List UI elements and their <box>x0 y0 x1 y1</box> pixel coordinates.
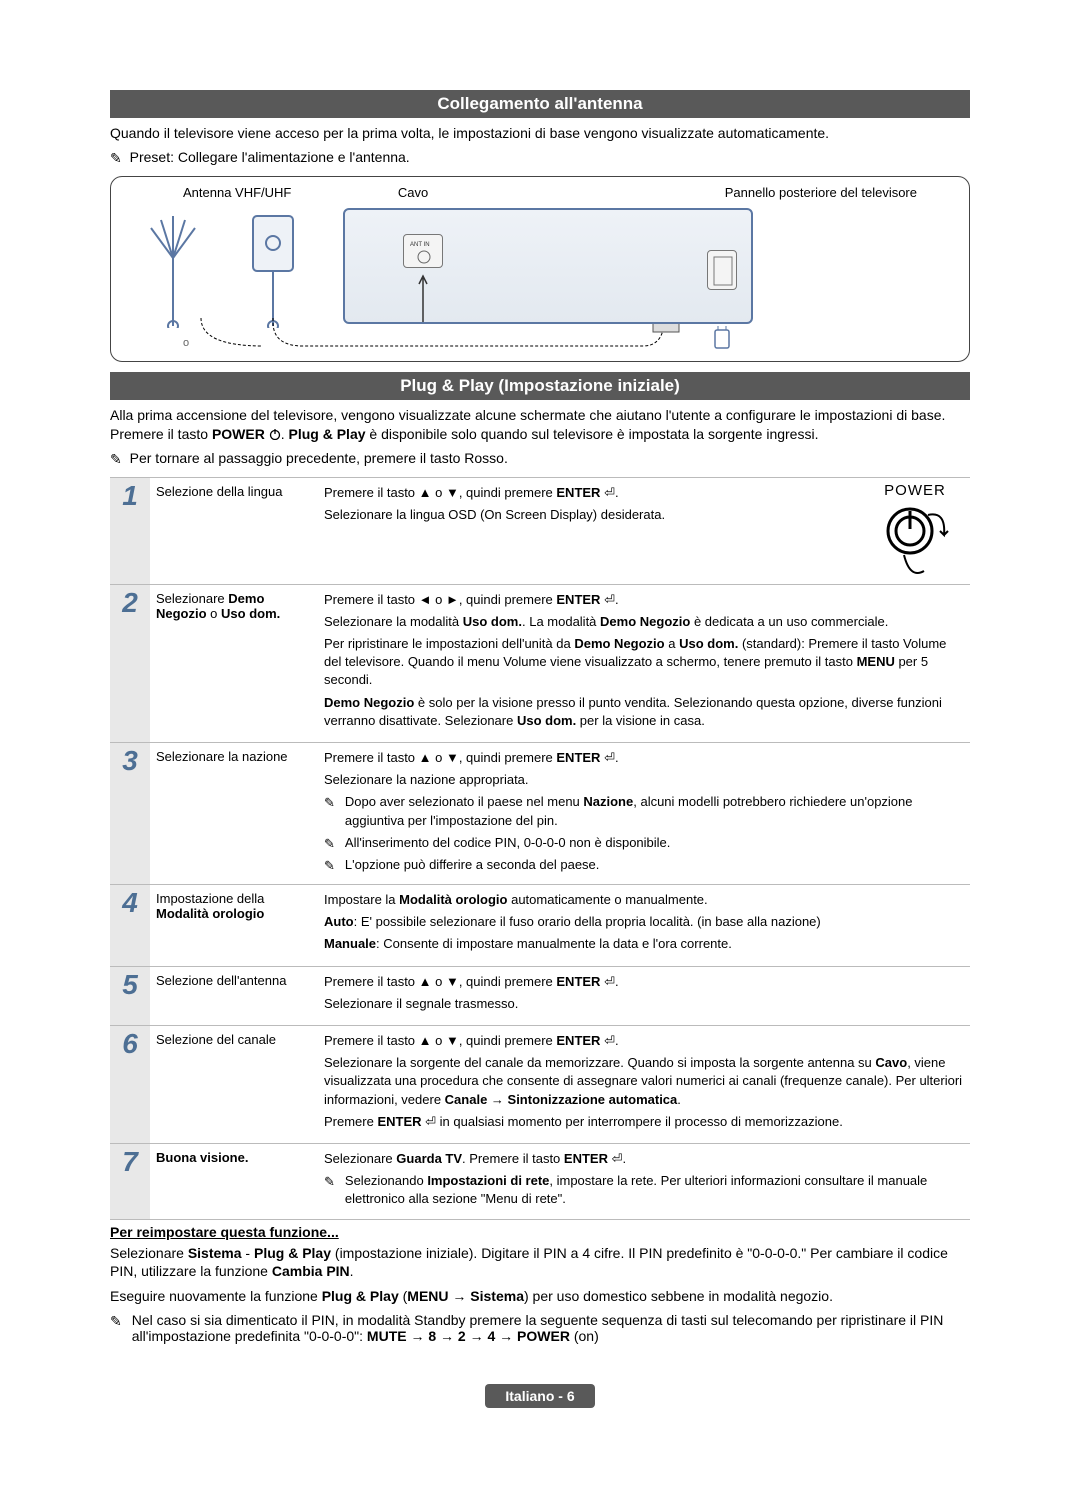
reset-note: ✎ Nel caso si sia dimenticato il PIN, in… <box>110 1312 970 1344</box>
tv-rear-panel: ANT IN <box>343 208 753 324</box>
step-line: Selezionare Guarda TV. Premere il tasto … <box>324 1150 966 1168</box>
note-icon: ✎ <box>324 835 335 853</box>
step-line: Selezionare la lingua OSD (On Screen Dis… <box>324 506 856 524</box>
back-note: ✎ Per tornare al passaggio precedente, p… <box>110 450 970 467</box>
step-line: Demo Negozio è solo per la visione press… <box>324 694 966 730</box>
step-title: Selezionare Demo Negozio o Uso dom. <box>150 585 320 742</box>
preset-note: ✎ Preset: Collegare l'alimentazione e l'… <box>110 149 970 166</box>
step-line: Premere il tasto ◄ o ►, quindi premere E… <box>324 591 966 609</box>
note-icon: ✎ <box>324 857 335 875</box>
label-tv-panel: Pannello posteriore del televisore <box>725 185 917 200</box>
note-icon: ✎ <box>324 794 335 830</box>
power-button-icon <box>880 501 950 581</box>
step-line: Premere il tasto ▲ o ▼, quindi premere E… <box>324 484 856 502</box>
step-line: Manuale: Consente di impostare manualmen… <box>324 935 966 953</box>
reset-heading: Per reimpostare questa funzione... <box>110 1224 970 1240</box>
step-title: Selezione del canale <box>150 1026 320 1143</box>
reset-p2: Eseguire nuovamente la funzione Plug & P… <box>110 1287 970 1306</box>
intro-text: Quando il televisore viene acceso per la… <box>110 124 970 143</box>
power-plug-icon <box>709 324 739 348</box>
antenna-icon <box>143 208 203 328</box>
arrow-up-icon <box>418 272 428 322</box>
step-body: Selezionare Guarda TV. Premere il tasto … <box>320 1144 970 1219</box>
step-body: Premere il tasto ▲ o ▼, quindi premere E… <box>320 478 860 584</box>
step-line: Impostare la Modalità orologio automatic… <box>324 891 966 909</box>
connection-diagram: Antenna VHF/UHF Cavo Pannello posteriore… <box>110 176 970 362</box>
page-footer: Italiano - 6 <box>110 1384 970 1408</box>
step-number: 1 <box>110 478 150 584</box>
page-number: Italiano - 6 <box>485 1384 594 1408</box>
step-line: Auto: E' possibile selezionare il fuso o… <box>324 913 966 931</box>
step-title: Selezione dell'antenna <box>150 967 320 1025</box>
step-row: 6Selezione del canalePremere il tasto ▲ … <box>110 1025 970 1143</box>
steps-table: 1Selezione della linguaPremere il tasto … <box>110 477 970 1220</box>
svg-text:o: o <box>183 337 189 349</box>
svg-text:ANT IN: ANT IN <box>410 242 430 248</box>
step-row: 7Buona visione.Selezionare Guarda TV. Pr… <box>110 1143 970 1219</box>
step-title: Selezione della lingua <box>150 478 320 584</box>
ant-port: ANT IN <box>403 234 443 268</box>
plugplay-intro: Alla prima accensione del televisore, ve… <box>110 406 970 444</box>
step-line: Selezionare la sorgente del canale da me… <box>324 1054 966 1109</box>
step-body: Premere il tasto ◄ o ►, quindi premere E… <box>320 585 970 742</box>
step-line: Selezionare la modalità Uso dom.. La mod… <box>324 613 966 631</box>
step-line: Premere ENTER ⏎ in qualsiasi momento per… <box>324 1113 966 1131</box>
step-number: 3 <box>110 743 150 884</box>
step-row: 4Impostazione della Modalità orologioImp… <box>110 884 970 966</box>
note-icon: ✎ <box>110 1313 122 1345</box>
step-note: ✎All'inserimento del codice PIN, 0-0-0-0… <box>324 834 966 852</box>
step-body: Premere il tasto ▲ o ▼, quindi premere E… <box>320 967 970 1025</box>
step-note: ✎Dopo aver selezionato il paese nel menu… <box>324 793 966 829</box>
preset-note-text: Preset: Collegare l'alimentazione e l'an… <box>130 149 410 165</box>
step-number: 2 <box>110 585 150 742</box>
step-row: 3Selezionare la nazionePremere il tasto … <box>110 742 970 884</box>
step-title: Buona visione. <box>150 1144 320 1219</box>
step-line: Premere il tasto ▲ o ▼, quindi premere E… <box>324 749 966 767</box>
step-line: Per ripristinare le impostazioni dell'un… <box>324 635 966 690</box>
step-line: Premere il tasto ▲ o ▼, quindi premere E… <box>324 973 966 991</box>
step-title: Selezionare la nazione <box>150 743 320 884</box>
aux-port <box>707 250 737 290</box>
step-number: 6 <box>110 1026 150 1143</box>
label-cavo: Cavo <box>398 185 428 200</box>
step-row: 2Selezionare Demo Negozio o Uso dom.Prem… <box>110 584 970 742</box>
step-note: ✎L'opzione può differire a seconda del p… <box>324 856 966 874</box>
note-icon: ✎ <box>110 150 122 167</box>
section-title-plugplay: Plug & Play (Impostazione iniziale) <box>110 372 970 400</box>
label-antenna: Antenna VHF/UHF <box>183 185 291 200</box>
section-title-antenna: Collegamento all'antenna <box>110 90 970 118</box>
step-body: Premere il tasto ▲ o ▼, quindi premere E… <box>320 1026 970 1143</box>
step-row: 1Selezione della linguaPremere il tasto … <box>110 477 970 584</box>
reset-p1: Selezionare Sistema - Plug & Play (impos… <box>110 1244 970 1282</box>
step-body: Premere il tasto ▲ o ▼, quindi premere E… <box>320 743 970 884</box>
step-line: Selezionare la nazione appropriata. <box>324 771 966 789</box>
step-note: ✎Selezionando Impostazioni di rete, impo… <box>324 1172 966 1208</box>
note-icon: ✎ <box>324 1173 335 1209</box>
step-row: 5Selezione dell'antennaPremere il tasto … <box>110 966 970 1025</box>
step-line: Selezionare il segnale trasmesso. <box>324 995 966 1013</box>
note-icon: ✎ <box>110 451 122 468</box>
power-label: POWER <box>860 482 970 499</box>
power-graphic: POWER <box>860 478 970 584</box>
power-icon <box>269 428 281 440</box>
step-line: Premere il tasto ▲ o ▼, quindi premere E… <box>324 1032 966 1050</box>
step-body: Impostare la Modalità orologio automatic… <box>320 885 970 966</box>
step-title: Impostazione della Modalità orologio <box>150 885 320 966</box>
step-number: 5 <box>110 967 150 1025</box>
step-number: 7 <box>110 1144 150 1219</box>
wall-plate-icon <box>243 208 303 328</box>
step-number: 4 <box>110 885 150 966</box>
